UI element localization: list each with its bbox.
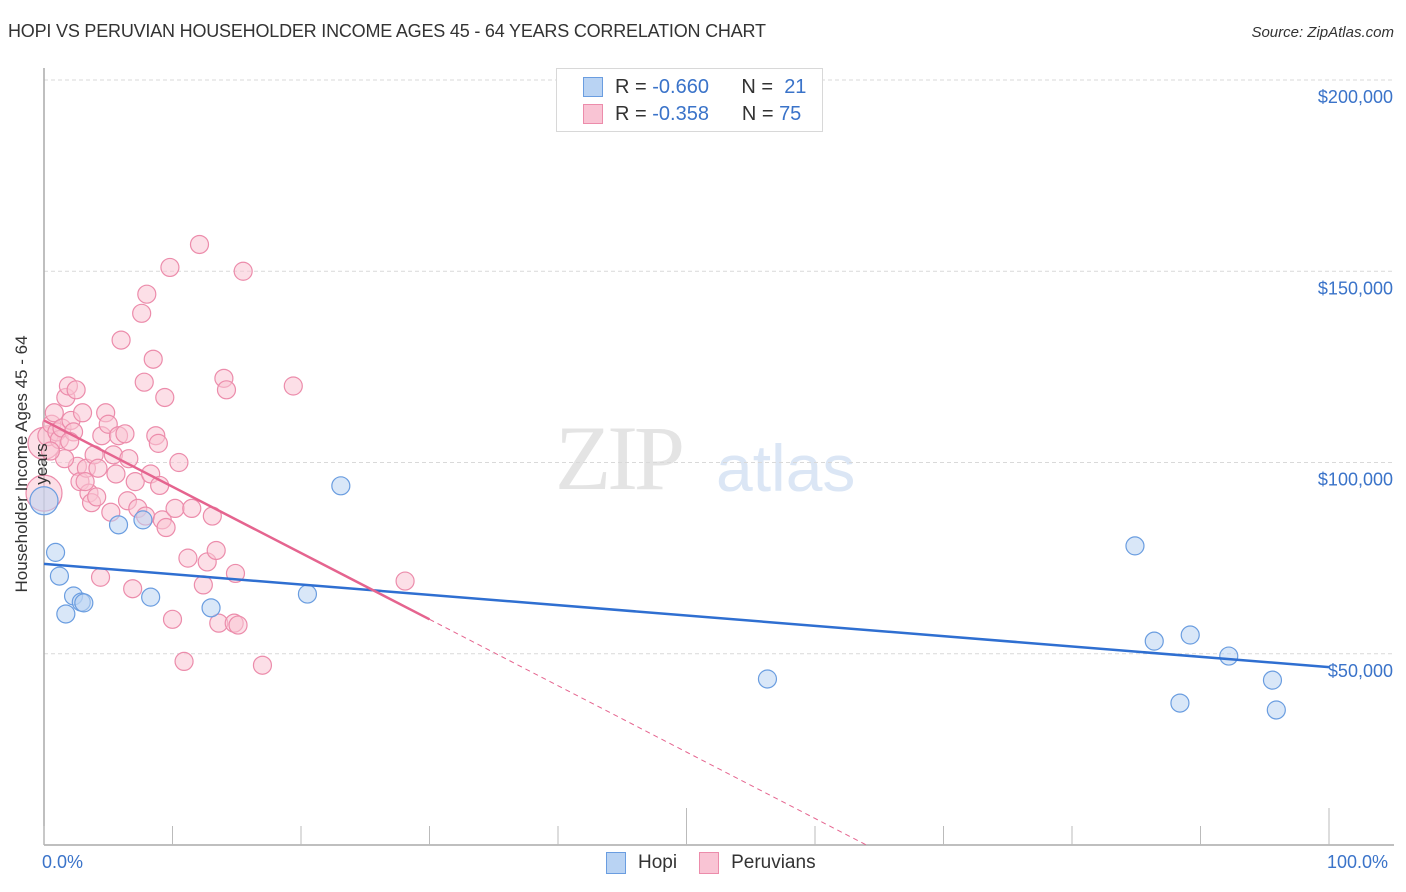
- data-point: [155, 387, 175, 408]
- data-point: [115, 424, 135, 444]
- data-point: [45, 542, 66, 562]
- hopi-trend-line: [43, 562, 1330, 669]
- data-point: [1170, 693, 1190, 713]
- data-point: [125, 472, 145, 492]
- stats-row-hopi: R = -0.660 N = 21: [583, 75, 806, 99]
- peruvians-swatch-icon: [583, 104, 603, 124]
- data-point: [252, 655, 273, 675]
- peruvians-trend-extension: [429, 618, 867, 846]
- data-point: [88, 458, 108, 478]
- data-point: [283, 376, 303, 396]
- peruvians-r-label: R =: [615, 102, 647, 125]
- data-point: [72, 403, 93, 423]
- stats-legend: R = -0.660 N = 21 R = -0.358 N = 75: [556, 68, 823, 132]
- y-axis-title: Householder Income Ages 45 - 64 years: [12, 335, 51, 593]
- y-tick-label: $150,000: [1318, 278, 1393, 298]
- hopi-legend-label: Hopi: [638, 852, 678, 873]
- data-point: [331, 476, 351, 496]
- peruvians-legend-label: Peruvians: [731, 852, 816, 873]
- data-point: [182, 498, 202, 518]
- hopi-n-value: 21: [784, 75, 807, 98]
- data-point: [395, 571, 415, 591]
- chart-title: HOPI VS PERUVIAN HOUSEHOLDER INCOME AGES…: [8, 21, 766, 41]
- hopi-n-label: N =: [741, 75, 774, 98]
- data-point: [1144, 631, 1164, 651]
- hopi-r-value: -0.660: [652, 75, 709, 98]
- data-point: [297, 584, 318, 604]
- data-point: [40, 441, 61, 461]
- data-point: [1262, 670, 1283, 690]
- data-point: [1266, 700, 1286, 720]
- peruvians-trend-line: [43, 419, 431, 621]
- data-point: [111, 330, 131, 350]
- y-axis-labels: $200,000 $150,000 $100,000 $50,000: [1318, 87, 1393, 681]
- data-point: [228, 615, 248, 635]
- data-point: [162, 609, 183, 629]
- data-point: [189, 234, 210, 255]
- peruvians-legend-swatch-icon: [699, 852, 720, 874]
- x-axis-max-label: 100.0%: [1327, 852, 1389, 872]
- peruvians-r-value: -0.358: [652, 102, 709, 125]
- data-point: [174, 651, 194, 672]
- hopi-r-label: R =: [615, 75, 647, 98]
- data-point: [156, 517, 176, 538]
- data-point: [165, 498, 185, 518]
- legend-item-hopi[interactable]: Hopi: [606, 852, 677, 874]
- data-point: [193, 575, 213, 595]
- data-point: [56, 604, 76, 624]
- hopi-swatch-icon: [583, 77, 603, 97]
- data-point: [160, 257, 180, 278]
- trend-lines: [43, 419, 1330, 846]
- legend-item-peruvians[interactable]: Peruvians: [699, 852, 816, 874]
- hopi-legend-swatch-icon: [606, 852, 626, 874]
- data-point: [60, 431, 80, 452]
- watermark-zip: ZIP: [555, 407, 685, 509]
- data-point: [1125, 536, 1145, 556]
- data-point: [206, 540, 226, 561]
- peruvians-n-label: N =: [741, 102, 774, 125]
- data-point: [1180, 625, 1200, 645]
- axes: [43, 68, 1394, 846]
- series-legend: Hopi Peruvians: [606, 852, 838, 874]
- data-point: [141, 587, 161, 607]
- peruvians-points: [25, 234, 415, 675]
- peruvians-n-value: 75: [779, 102, 802, 125]
- y-tick-label: $50,000: [1328, 661, 1393, 681]
- data-point: [169, 452, 189, 473]
- data-point: [44, 403, 64, 423]
- data-point: [87, 487, 107, 507]
- x-axis-min-label: 0.0%: [42, 852, 84, 872]
- data-point: [106, 464, 126, 484]
- stats-row-peruvians: R = -0.358 N = 75: [583, 102, 801, 126]
- gridlines: [44, 79, 1394, 655]
- hopi-points: [29, 476, 1286, 720]
- data-point: [143, 349, 163, 369]
- data-point: [137, 284, 157, 304]
- data-point: [134, 372, 154, 392]
- data-point: [74, 593, 94, 613]
- data-point: [49, 566, 70, 586]
- data-point: [75, 472, 95, 492]
- data-point: [233, 261, 253, 281]
- source-label: Source: ZipAtlas.com: [1251, 24, 1394, 41]
- data-point: [757, 669, 778, 689]
- data-point: [123, 579, 143, 599]
- data-point: [148, 433, 168, 453]
- data-point: [201, 598, 221, 618]
- data-point: [90, 567, 111, 587]
- data-point: [132, 303, 152, 323]
- y-tick-label: $100,000: [1318, 470, 1393, 490]
- watermark-atlas: atlas: [716, 431, 856, 505]
- data-point: [133, 510, 153, 530]
- data-point: [66, 380, 86, 400]
- data-point: [29, 486, 59, 516]
- y-tick-label: $200,000: [1318, 87, 1393, 107]
- data-point: [178, 548, 198, 568]
- data-point: [108, 515, 129, 535]
- data-point: [1219, 646, 1239, 666]
- data-point: [216, 380, 237, 400]
